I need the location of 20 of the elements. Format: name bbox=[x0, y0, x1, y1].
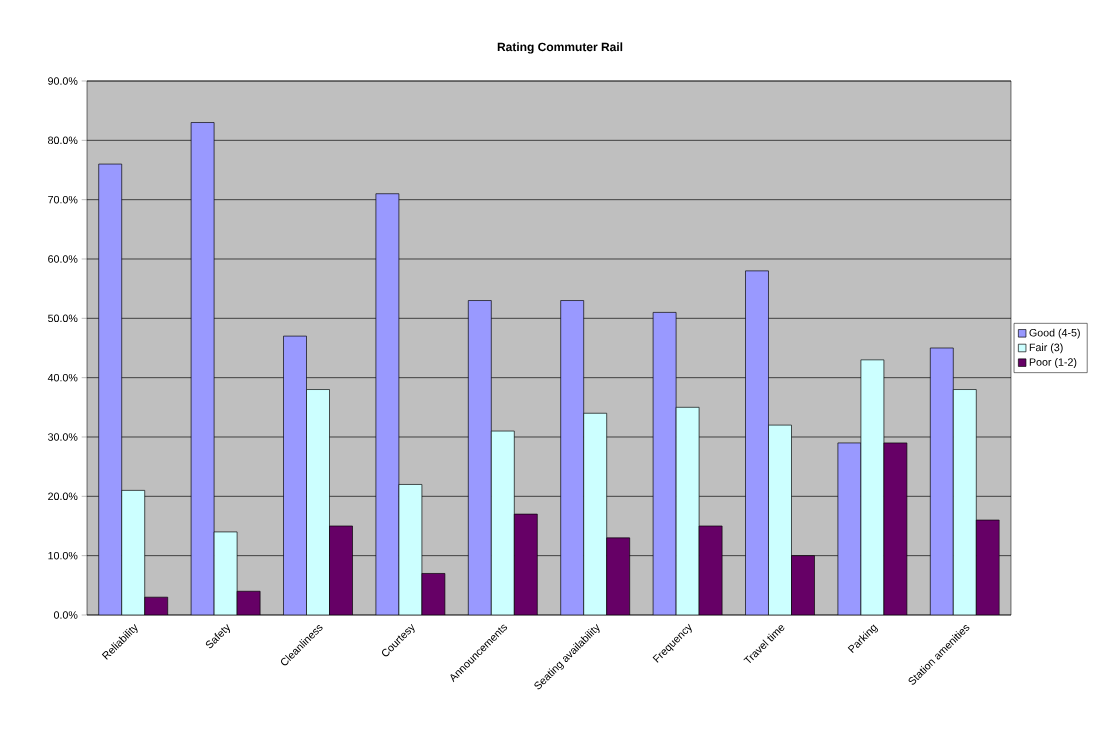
bar bbox=[513, 513, 538, 615]
legend-label: Poor (1-2) bbox=[1029, 357, 1077, 368]
y-tick-label: 50.0% bbox=[48, 314, 78, 323]
bar bbox=[791, 555, 815, 615]
bar bbox=[329, 525, 353, 615]
y-tick-label: 70.0% bbox=[48, 195, 78, 204]
chart-title: Rating Commuter Rail bbox=[497, 42, 623, 54]
y-tick-label: 40.0% bbox=[47, 373, 78, 382]
bar bbox=[975, 519, 1000, 615]
y-tick-label: 80.0% bbox=[48, 136, 78, 145]
y-tick-label: 0.0% bbox=[53, 611, 78, 619]
legend-label: Good (4-5) bbox=[1029, 328, 1080, 339]
bar bbox=[883, 442, 908, 615]
bar bbox=[606, 537, 631, 615]
y-tick-label: 20.0% bbox=[48, 492, 78, 501]
y-tick-label: 60.0% bbox=[48, 255, 78, 263]
y-tick-label: 10.0% bbox=[48, 551, 78, 560]
y-tick-label: 30.0% bbox=[48, 433, 78, 441]
y-tick-label: 90.0% bbox=[48, 77, 78, 85]
legend-label: Fair (3) bbox=[1029, 343, 1063, 354]
